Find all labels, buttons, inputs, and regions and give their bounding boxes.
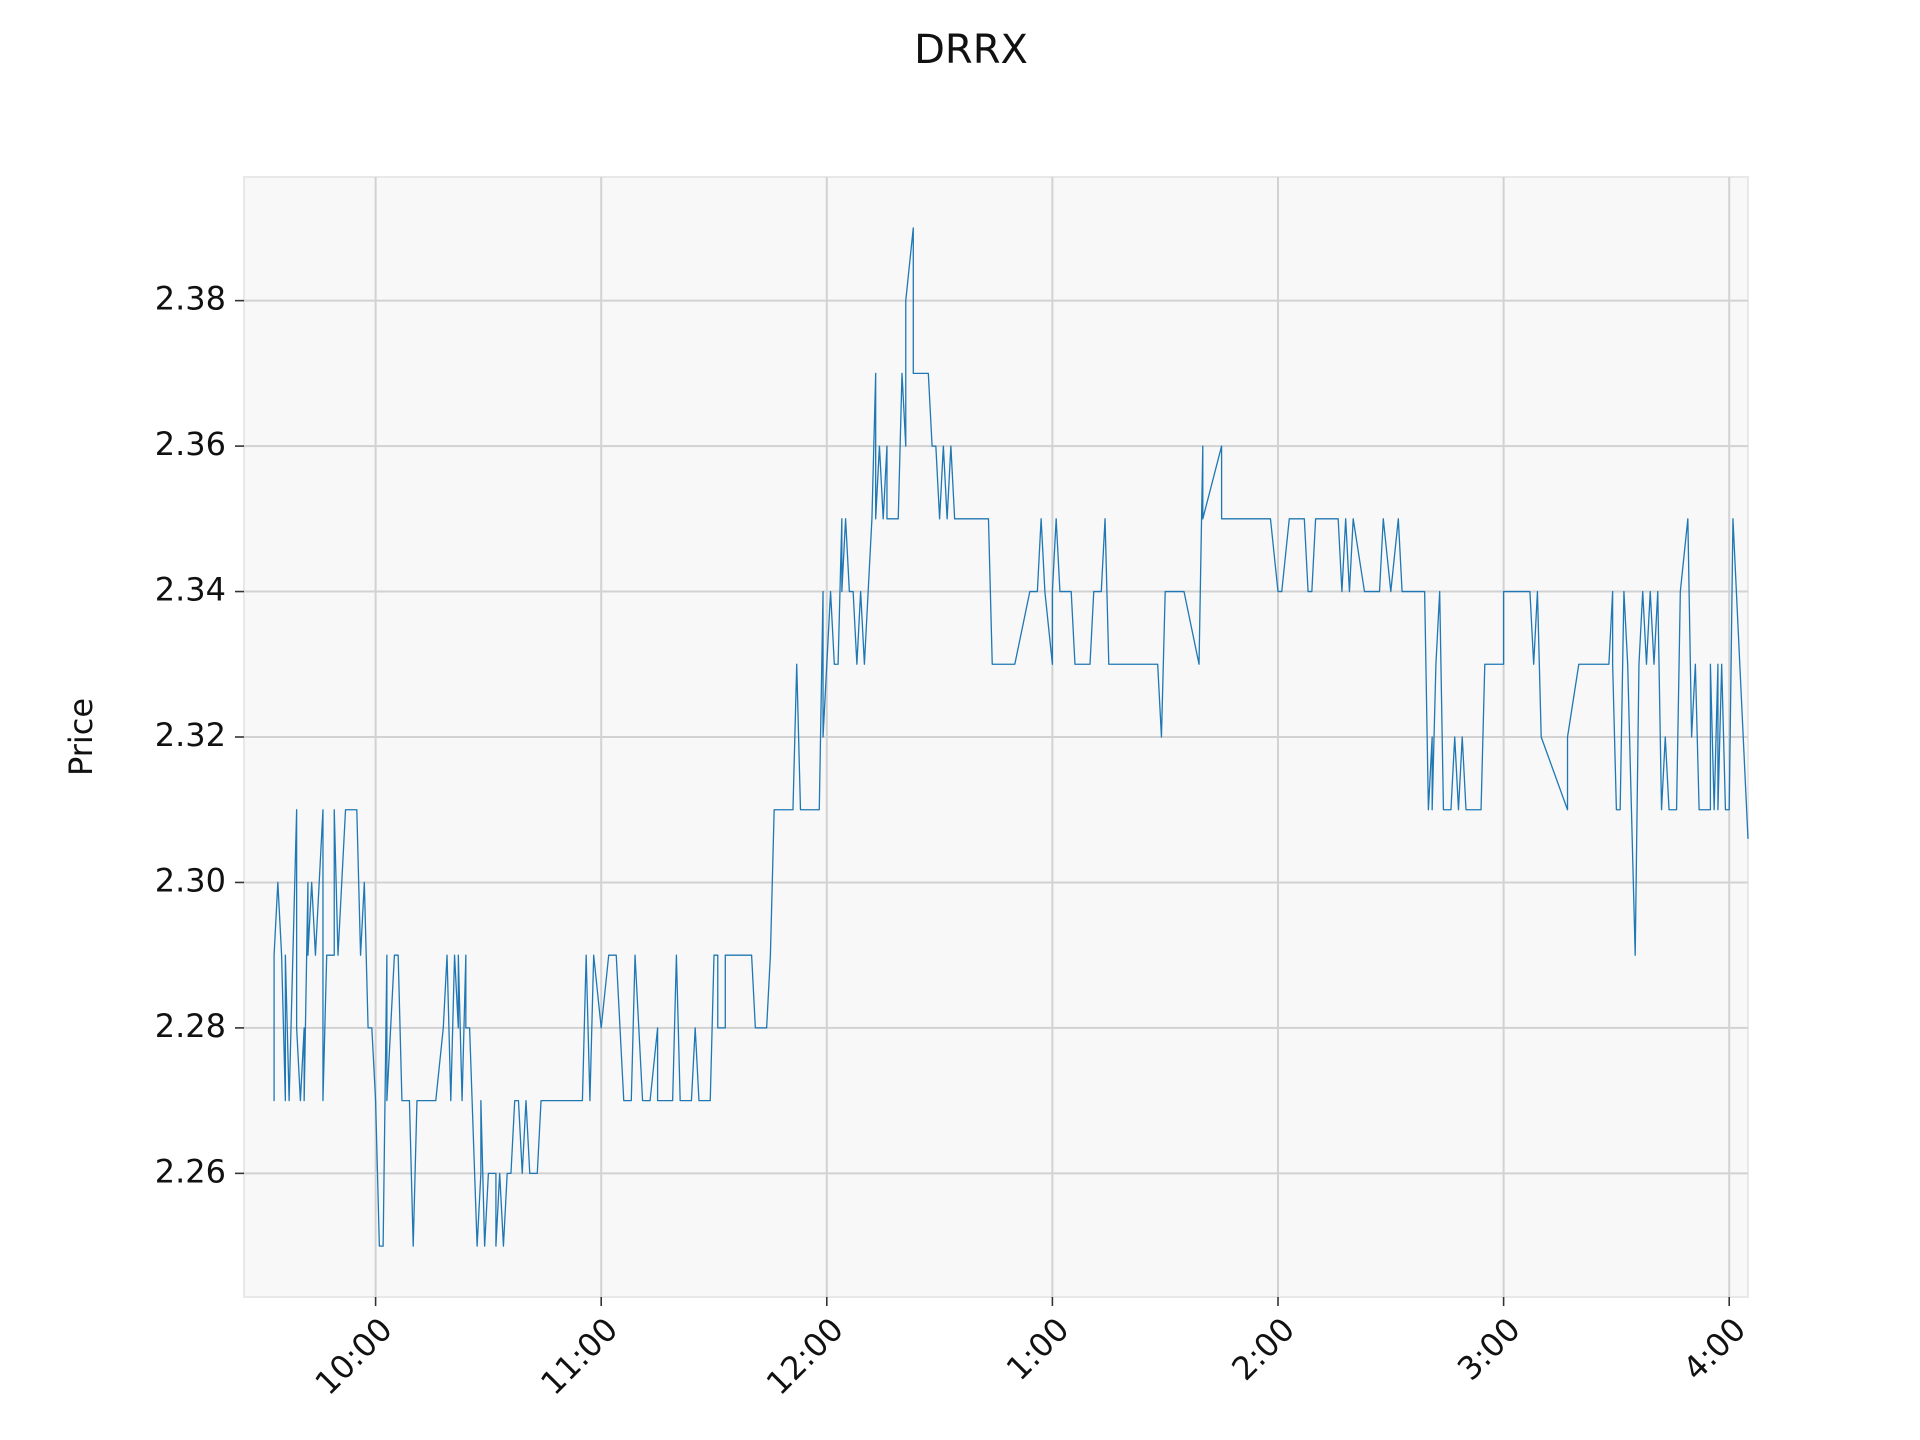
x-tick-label: 2:00 xyxy=(1224,1310,1302,1388)
y-tick-label: 2.30 xyxy=(155,861,226,899)
y-axis-label: Price xyxy=(62,698,100,776)
x-tick-label: 1:00 xyxy=(999,1310,1077,1388)
price-line xyxy=(273,227,1749,1247)
y-tick-label: 2.26 xyxy=(155,1152,226,1190)
y-tick-label: 2.34 xyxy=(155,571,226,609)
x-tick-label: 11:00 xyxy=(533,1310,625,1402)
y-tick-label: 2.28 xyxy=(155,1007,226,1045)
x-tick-label: 12:00 xyxy=(759,1310,851,1402)
x-tick-label: 4:00 xyxy=(1676,1310,1754,1388)
y-tick-label: 2.38 xyxy=(155,280,226,318)
y-tick-label: 2.36 xyxy=(155,425,226,463)
x-tick-label: 3:00 xyxy=(1450,1310,1528,1388)
x-tick-label: 10:00 xyxy=(308,1310,400,1402)
chart-title: DRRX xyxy=(914,27,1028,73)
y-tick-label: 2.32 xyxy=(155,716,226,754)
